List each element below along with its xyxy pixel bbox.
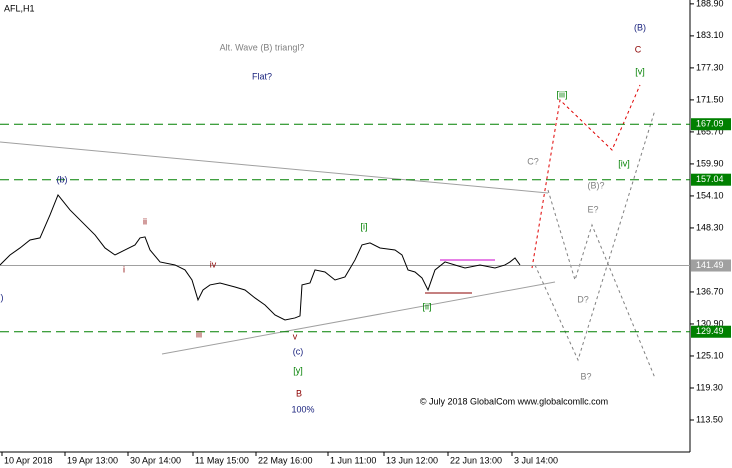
- y-tick-label: 119.30: [696, 382, 723, 392]
- annotation: [iv]: [618, 158, 630, 168]
- level-box: [691, 118, 731, 131]
- y-tick-label: 113.50: [696, 414, 723, 424]
- y-tick-label: 183.10: [696, 30, 724, 40]
- annotation: C?: [527, 156, 539, 166]
- x-tick-label: 22 May 16:00: [258, 455, 313, 465]
- x-tick-label: 11 May 15:00: [195, 455, 249, 465]
- level-label: 167.09: [696, 119, 724, 129]
- y-tick-label: 171.50: [696, 94, 724, 104]
- annotation: B?: [580, 371, 591, 381]
- y-tick-label: 159.90: [696, 158, 724, 168]
- annotation: ): [1, 292, 4, 302]
- x-tick-label: 22 Jun 13:00: [450, 455, 502, 465]
- annotation: v: [293, 331, 298, 341]
- annotation: (c): [293, 346, 304, 356]
- annotation: ii: [143, 216, 147, 226]
- y-tick-label: 188.90: [696, 0, 724, 8]
- y-tick-label: 154.10: [696, 190, 724, 200]
- x-tick-label: 3 Jul 14:00: [514, 455, 558, 465]
- annotation: Flat?: [252, 71, 272, 81]
- x-tick-label: 30 Apr 14:00: [130, 455, 181, 465]
- annotation: Alt. Wave (B) triangl?: [220, 42, 305, 52]
- level-box: [691, 325, 731, 338]
- x-tick-label: 1 Jun 11:00: [330, 455, 376, 465]
- level-box: [691, 259, 731, 272]
- y-tick-label: 125.10: [696, 350, 724, 360]
- x-tick-label: 19 Apr 13:00: [67, 455, 118, 465]
- annotation: D?: [577, 294, 589, 304]
- y-tick-label: 177.30: [696, 62, 724, 72]
- annotation: [iii]: [557, 89, 568, 99]
- chart-title: AFL,H1: [4, 3, 35, 13]
- y-tick-label: 136.70: [696, 286, 724, 296]
- level-label: 157.04: [696, 174, 724, 184]
- y-tick-label: 148.30: [696, 222, 724, 232]
- trend-line: [0, 141, 549, 194]
- y-tick-label: 130.90: [696, 318, 724, 328]
- annotation: 100%: [291, 404, 314, 414]
- annotation: iii: [196, 329, 202, 339]
- y-tick-label: 165.70: [696, 126, 724, 136]
- annotation: [i]: [360, 221, 367, 231]
- annotation: E?: [587, 204, 598, 214]
- level-box: [691, 173, 731, 186]
- projection: [547, 189, 656, 379]
- annotation: (B): [634, 22, 646, 32]
- annotation: [y]: [293, 365, 303, 375]
- annotation: [ii]: [423, 301, 432, 311]
- annotation: (b): [57, 174, 68, 184]
- x-tick-label: 13 Jun 12:00: [386, 455, 438, 465]
- projection: [531, 84, 641, 269]
- price-line: [0, 193, 521, 321]
- x-tick-label: 10 Apr 2018: [4, 455, 53, 465]
- annotation: (B)?: [587, 180, 604, 190]
- annotation: B: [296, 388, 302, 398]
- annotation: C: [635, 44, 642, 54]
- level-label: 141.49: [696, 260, 724, 270]
- annotation: © July 2018 GlobalCom www.globalcomllc.c…: [420, 396, 608, 406]
- projection: [534, 109, 656, 362]
- level-label: 129.49: [696, 326, 724, 336]
- annotation: [v]: [635, 66, 645, 76]
- annotation: iv: [210, 259, 217, 269]
- annotation: i: [123, 264, 125, 274]
- trend-line: [161, 281, 556, 355]
